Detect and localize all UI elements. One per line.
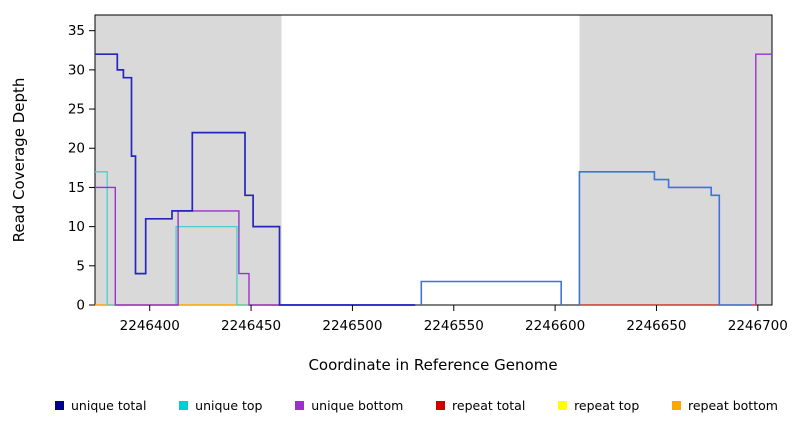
legend-item-repeat-top: repeat top [558,398,639,413]
legend-item-unique-bottom: unique bottom [295,398,403,413]
legend-swatch-unique-total [55,401,64,410]
legend-swatch-repeat-top [558,401,568,410]
x-tick-label: 2246500 [322,318,382,334]
legend-item-repeat-total: repeat total [436,398,525,413]
legend-swatch-repeat-bottom [672,401,681,410]
legend-swatch-unique-bottom [295,401,305,410]
x-tick-label: 2246400 [120,318,180,334]
series-unique-bottom [755,53,772,305]
series-unique-total [95,53,416,306]
series-unique-top [95,171,280,306]
shaded-region [95,15,282,305]
legend-label-repeat-total: repeat total [452,398,526,413]
legend-label-repeat-bottom: repeat bottom [688,398,778,413]
y-tick-label: 35 [68,23,85,39]
legend-label-unique-total: unique total [71,398,147,413]
legend-item-repeat-bottom: repeat bottom [672,398,778,413]
coverage-plot: 2246400 2246450 2246500 2246550 2246600 22466… [10,14,788,374]
legend-label-repeat-top: repeat top [574,398,640,413]
y-tick-label: 5 [76,258,85,274]
legend-label-unique-bottom: unique bottom [311,398,404,413]
shaded-region [579,15,772,305]
series-unique-total [578,171,752,306]
legend-item-unique-total: unique total [55,398,146,413]
y-tick-label: 0 [76,298,85,314]
plot-layers: 2246400 2246450 2246500 2246550 2246600 22466… [68,14,788,334]
x-tick-label: 2246650 [626,318,686,334]
series-unique-total [420,280,563,305]
x-tick-label: 2246450 [221,318,281,334]
y-tick-label: 30 [68,62,85,78]
series-unique-bottom [95,186,416,306]
y-tick-label: 20 [68,141,85,157]
y-tick-label: 25 [68,102,85,118]
x-tick-label: 2246600 [525,318,585,334]
y-tick-label: 10 [68,219,85,235]
x-axis-title: Coordinate in Reference Genome [308,356,557,374]
y-tick-label: 15 [68,180,85,196]
y-axis-title: Read Coverage Depth [10,78,28,243]
legend-swatch-repeat-total [436,401,446,410]
plot-border [94,14,773,306]
legend-item-unique-top: unique top [179,398,262,413]
legend-swatch-unique-top [179,401,189,410]
x-tick-label: 2246550 [424,318,484,334]
x-tick-label: 2246700 [728,318,788,334]
legend: unique total unique top unique bottom re… [0,398,792,413]
legend-label-unique-top: unique top [195,398,263,413]
